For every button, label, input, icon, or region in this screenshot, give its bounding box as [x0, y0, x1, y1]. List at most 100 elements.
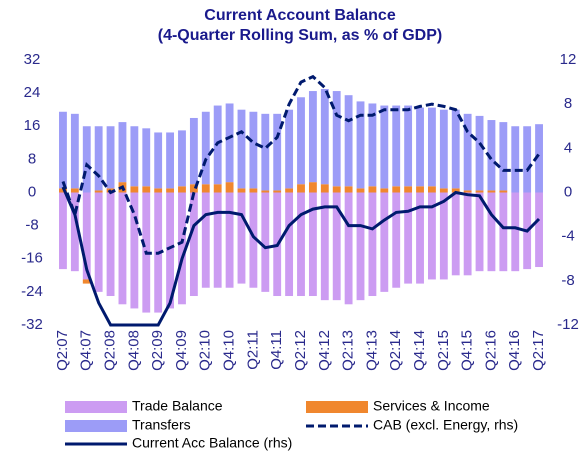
bar: [166, 132, 175, 189]
bar: [225, 182, 234, 193]
bar: [249, 188, 258, 193]
y2-tick-label: 8: [564, 95, 572, 112]
bar: [118, 192, 127, 305]
bar: [451, 109, 460, 189]
bar: [70, 192, 79, 272]
bar: [487, 120, 496, 191]
x-tick-label: Q2:12: [292, 330, 309, 371]
bar: [511, 126, 520, 193]
x-tick-label: Q2:09: [149, 330, 166, 371]
bar: [439, 188, 448, 193]
bar: [392, 192, 401, 288]
legend-swatch: [306, 401, 368, 413]
bar: [392, 105, 401, 187]
bar: [178, 186, 186, 193]
bar: [404, 192, 413, 284]
bar: [273, 190, 282, 193]
x-tick-label: Q4:07: [78, 330, 95, 371]
legend-swatch: [65, 420, 127, 432]
x-tick-label: Q2:10: [197, 330, 214, 371]
legend-label: Trade Balance: [132, 398, 223, 414]
bar: [356, 192, 365, 301]
bar: [130, 126, 139, 187]
bar: [427, 186, 436, 193]
bar: [487, 192, 496, 272]
bar: [356, 101, 365, 189]
legend-label: Transfers: [132, 417, 191, 433]
bar: [225, 103, 234, 183]
bar: [201, 111, 210, 185]
bar: [261, 190, 270, 193]
bar: [213, 184, 222, 193]
bar: [166, 188, 175, 193]
chart-subtitle: (4-Quarter Rolling Sum, as % of GDP): [158, 27, 442, 44]
bar: [499, 122, 508, 191]
bar: [106, 192, 115, 297]
x-tick-label: Q4:10: [221, 330, 238, 371]
bar: [261, 113, 270, 191]
y-tick-label: 32: [24, 51, 41, 68]
bar: [273, 113, 282, 191]
bar: [416, 192, 424, 284]
y-tick-label: 8: [28, 150, 36, 167]
bar: [380, 192, 389, 292]
y2-tick-label: -8: [561, 272, 574, 289]
bar: [344, 192, 353, 305]
bar: [392, 186, 401, 193]
x-tick-label: Q2:07: [54, 330, 71, 371]
bar: [297, 97, 305, 185]
bar: [439, 192, 448, 280]
bar: [189, 117, 198, 185]
bar: [118, 122, 127, 183]
bar: [189, 192, 198, 297]
bar: [499, 190, 508, 193]
bar: [427, 107, 436, 187]
x-tick-label: Q2:17: [530, 330, 547, 371]
bar: [201, 192, 210, 288]
bar: [142, 128, 151, 187]
bar: [285, 109, 294, 189]
bar: [511, 192, 520, 272]
bar: [487, 190, 496, 193]
line-series: [61, 74, 541, 255]
bar: [439, 109, 448, 189]
y-tick-label: -32: [21, 316, 43, 333]
bar: [320, 184, 329, 193]
bar: [344, 186, 353, 193]
bar: [70, 188, 79, 193]
x-tick-label: Q4:13: [363, 330, 380, 371]
x-tick-label: Q2:14: [387, 330, 404, 371]
legend-label: CAB (excl. Energy, rhs): [373, 417, 518, 433]
bar: [320, 88, 329, 185]
y-tick-label: 0: [28, 183, 36, 200]
chart-title: Current Account Balance: [204, 7, 396, 24]
bar: [106, 126, 115, 189]
bar: [237, 192, 246, 284]
bar: [499, 192, 508, 272]
bar: [475, 190, 484, 193]
bar: [213, 192, 222, 288]
bar: [463, 190, 472, 193]
bar: [332, 192, 341, 301]
y-tick-label: -24: [21, 283, 43, 300]
x-tick-label: Q4:08: [125, 330, 142, 371]
bar: [225, 192, 234, 288]
bar: [451, 188, 460, 193]
bar: [178, 192, 186, 305]
bar: [70, 113, 79, 189]
bar: [380, 188, 389, 193]
y2-tick-label: 12: [560, 51, 577, 68]
bar: [201, 184, 210, 193]
bar: [82, 126, 91, 193]
bar: [404, 186, 413, 193]
bar: [297, 184, 305, 193]
bar: [285, 188, 294, 193]
x-tick-label: Q2:08: [102, 330, 119, 371]
bar: [380, 105, 389, 189]
bar: [237, 188, 246, 193]
y-tick-label: 16: [24, 117, 41, 134]
bar: [332, 186, 341, 193]
bar: [166, 192, 175, 309]
bar: [261, 192, 270, 292]
line-series: [61, 186, 541, 327]
